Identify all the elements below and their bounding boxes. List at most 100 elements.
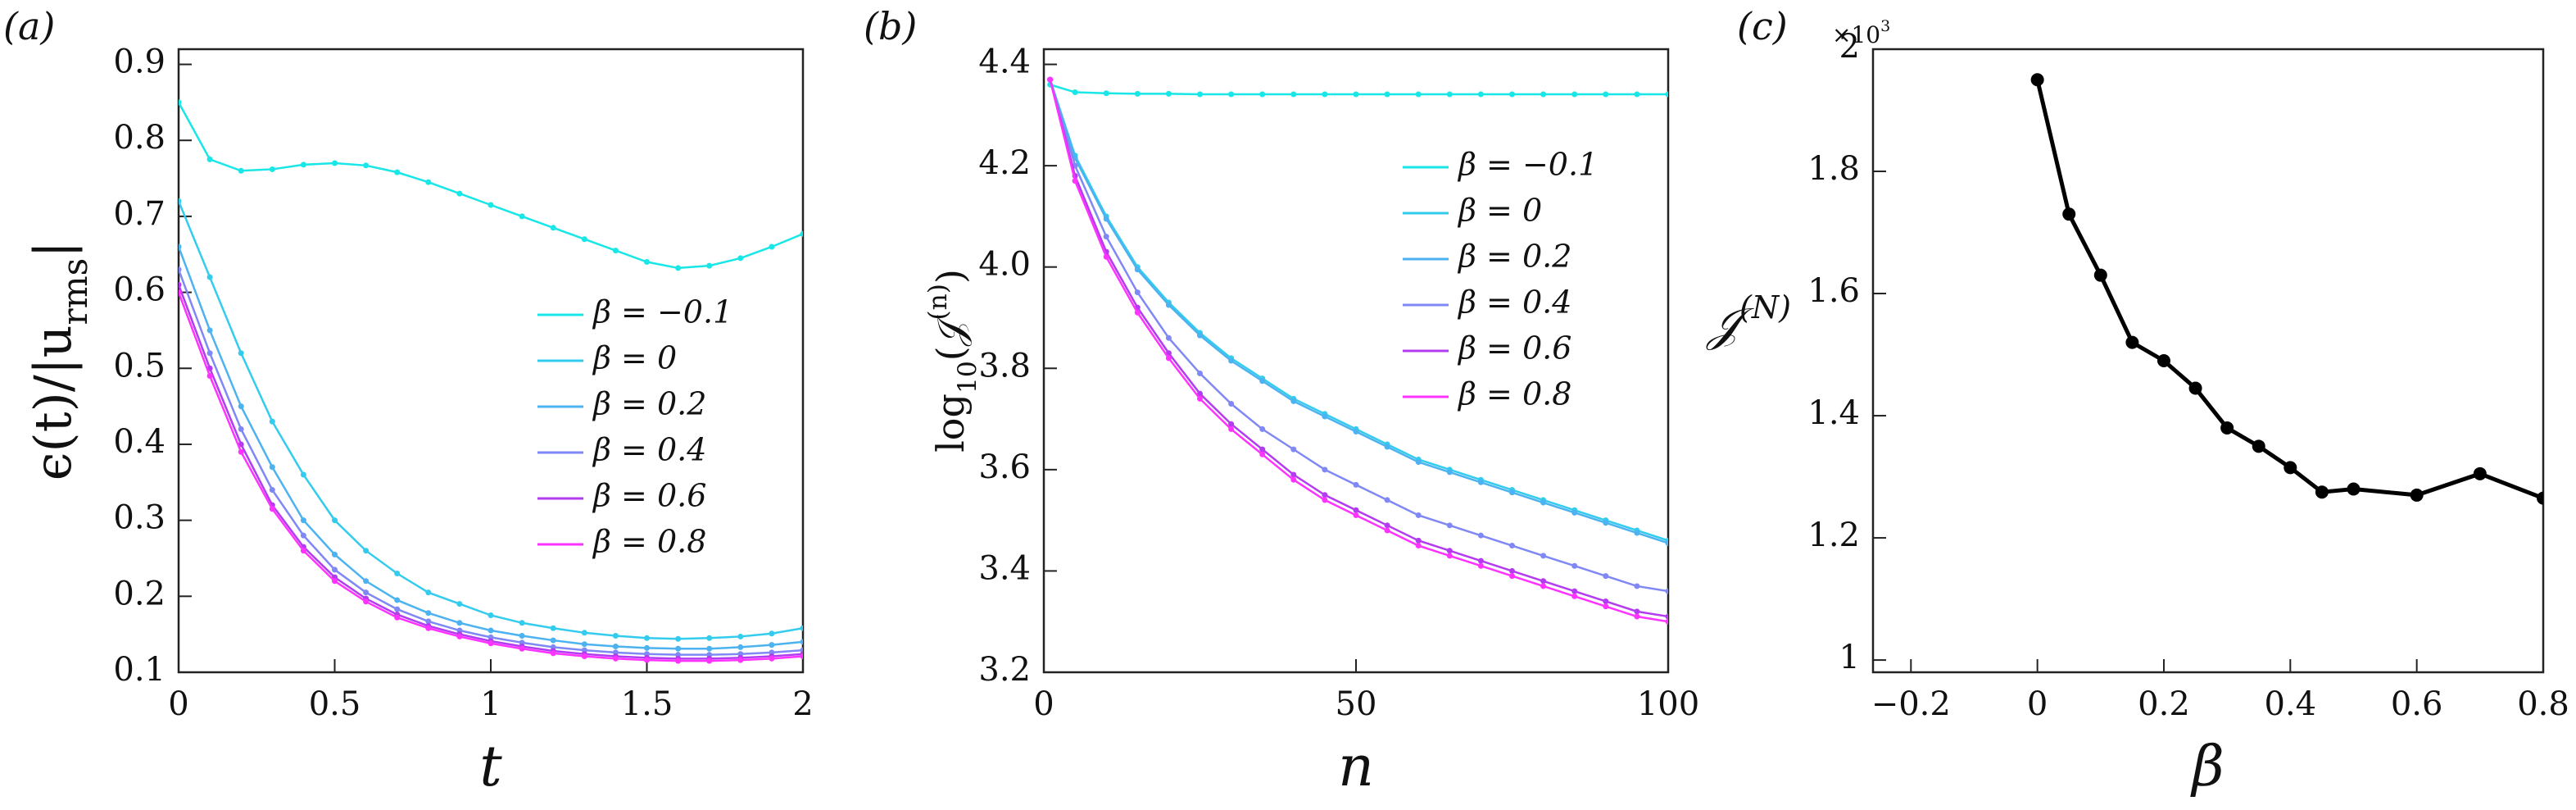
x-tick-label: 2 [792, 685, 813, 723]
data-point [394, 571, 401, 577]
data-point [1634, 613, 1640, 620]
legend-label: β = 0.4 [592, 432, 706, 468]
data-point [1603, 573, 1609, 580]
data-point [675, 265, 682, 271]
data-point [179, 266, 182, 273]
data-point [332, 578, 338, 585]
data-point [769, 243, 775, 250]
data-point [394, 606, 401, 612]
data-point [300, 532, 306, 539]
data-point [1571, 562, 1578, 569]
data-point [550, 637, 556, 644]
y-tick-label: 3.4 [978, 549, 1031, 587]
data-point [519, 633, 525, 639]
y-axis-label-part: (𝒥 [928, 314, 973, 361]
data-point [394, 614, 401, 621]
x-tick-label: 100 [1637, 685, 1699, 723]
data-point [1477, 557, 1484, 564]
data-point [2410, 488, 2424, 502]
data-point [1197, 390, 1203, 397]
data-point [1540, 553, 1547, 559]
data-point [1353, 512, 1359, 518]
data-point [488, 640, 494, 647]
data-point [1477, 532, 1484, 539]
data-point [550, 625, 556, 631]
data-point [1290, 446, 1297, 453]
x-tick-label: 0.6 [2391, 685, 2443, 723]
y-tick-label: 1 [1839, 639, 1860, 676]
data-point [2315, 485, 2329, 499]
data-point [425, 618, 432, 625]
data-point [238, 425, 244, 432]
y-exponent: ×103 [1832, 17, 1890, 48]
data-point [1603, 598, 1609, 604]
data-point [1603, 520, 1609, 526]
data-point [1446, 548, 1453, 554]
data-point [1446, 91, 1453, 98]
data-point [1446, 469, 1453, 476]
legend-label: β = 0 [592, 340, 677, 376]
data-point [1197, 370, 1203, 376]
data-point [488, 612, 494, 618]
data-point [1259, 91, 1266, 98]
data-point [1228, 357, 1235, 364]
data-point [737, 255, 744, 262]
data-point [1509, 543, 1515, 549]
data-point [179, 99, 182, 106]
data-point [644, 259, 650, 266]
y-tick-label: 0.1 [113, 651, 166, 689]
x-tick-label: −0.2 [1871, 685, 1951, 723]
data-point [425, 625, 432, 631]
legend-label: β = 0 [1457, 193, 1542, 229]
panel-label: (c) [1737, 4, 1788, 48]
data-point [706, 658, 713, 664]
data-point [1665, 613, 1668, 620]
y-tick-label: 1.2 [1807, 516, 1860, 554]
data-point [425, 179, 432, 185]
data-point [1634, 583, 1640, 589]
panel-label: (b) [864, 4, 917, 48]
data-point [1322, 413, 1328, 420]
data-point [800, 625, 803, 631]
data-point [238, 403, 244, 410]
data-point [1415, 459, 1422, 466]
data-point [456, 190, 463, 197]
data-point [363, 589, 370, 596]
data-point [1665, 91, 1668, 98]
legend-label: β = −0.1 [1457, 147, 1598, 183]
data-point [1634, 530, 1640, 536]
data-point [1415, 543, 1422, 549]
data-point [1134, 266, 1141, 273]
data-point [737, 633, 744, 639]
plot-area [1047, 76, 1668, 625]
data-point [1259, 446, 1266, 453]
data-point [238, 448, 244, 455]
data-point [1103, 234, 1109, 240]
data-point [1384, 91, 1390, 98]
data-point [1603, 603, 1609, 610]
data-point [800, 639, 803, 645]
data-point [363, 548, 370, 554]
data-point [179, 243, 182, 250]
y-tick-label: 1.4 [1807, 394, 1860, 432]
data-point [519, 213, 525, 220]
y-exponent-part: 3 [1880, 17, 1890, 35]
data-point [644, 657, 650, 663]
y-tick-label: 4.2 [978, 144, 1031, 182]
data-point [519, 645, 525, 652]
data-point [2220, 421, 2234, 435]
data-point [1197, 395, 1203, 402]
data-point [1415, 512, 1422, 518]
data-point [2156, 354, 2170, 367]
data-point [581, 236, 587, 243]
data-point [206, 373, 213, 380]
y-axis-label-part: log [928, 394, 973, 453]
legend-label: β = 0.4 [1457, 284, 1571, 321]
data-point [300, 471, 306, 478]
x-tick-label: 0.8 [2517, 685, 2569, 723]
y-axis-label: 𝒥(N) [1705, 289, 1791, 352]
data-point [1540, 499, 1547, 506]
data-point [1134, 289, 1141, 296]
data-point [2093, 268, 2107, 282]
data-point [269, 166, 275, 172]
